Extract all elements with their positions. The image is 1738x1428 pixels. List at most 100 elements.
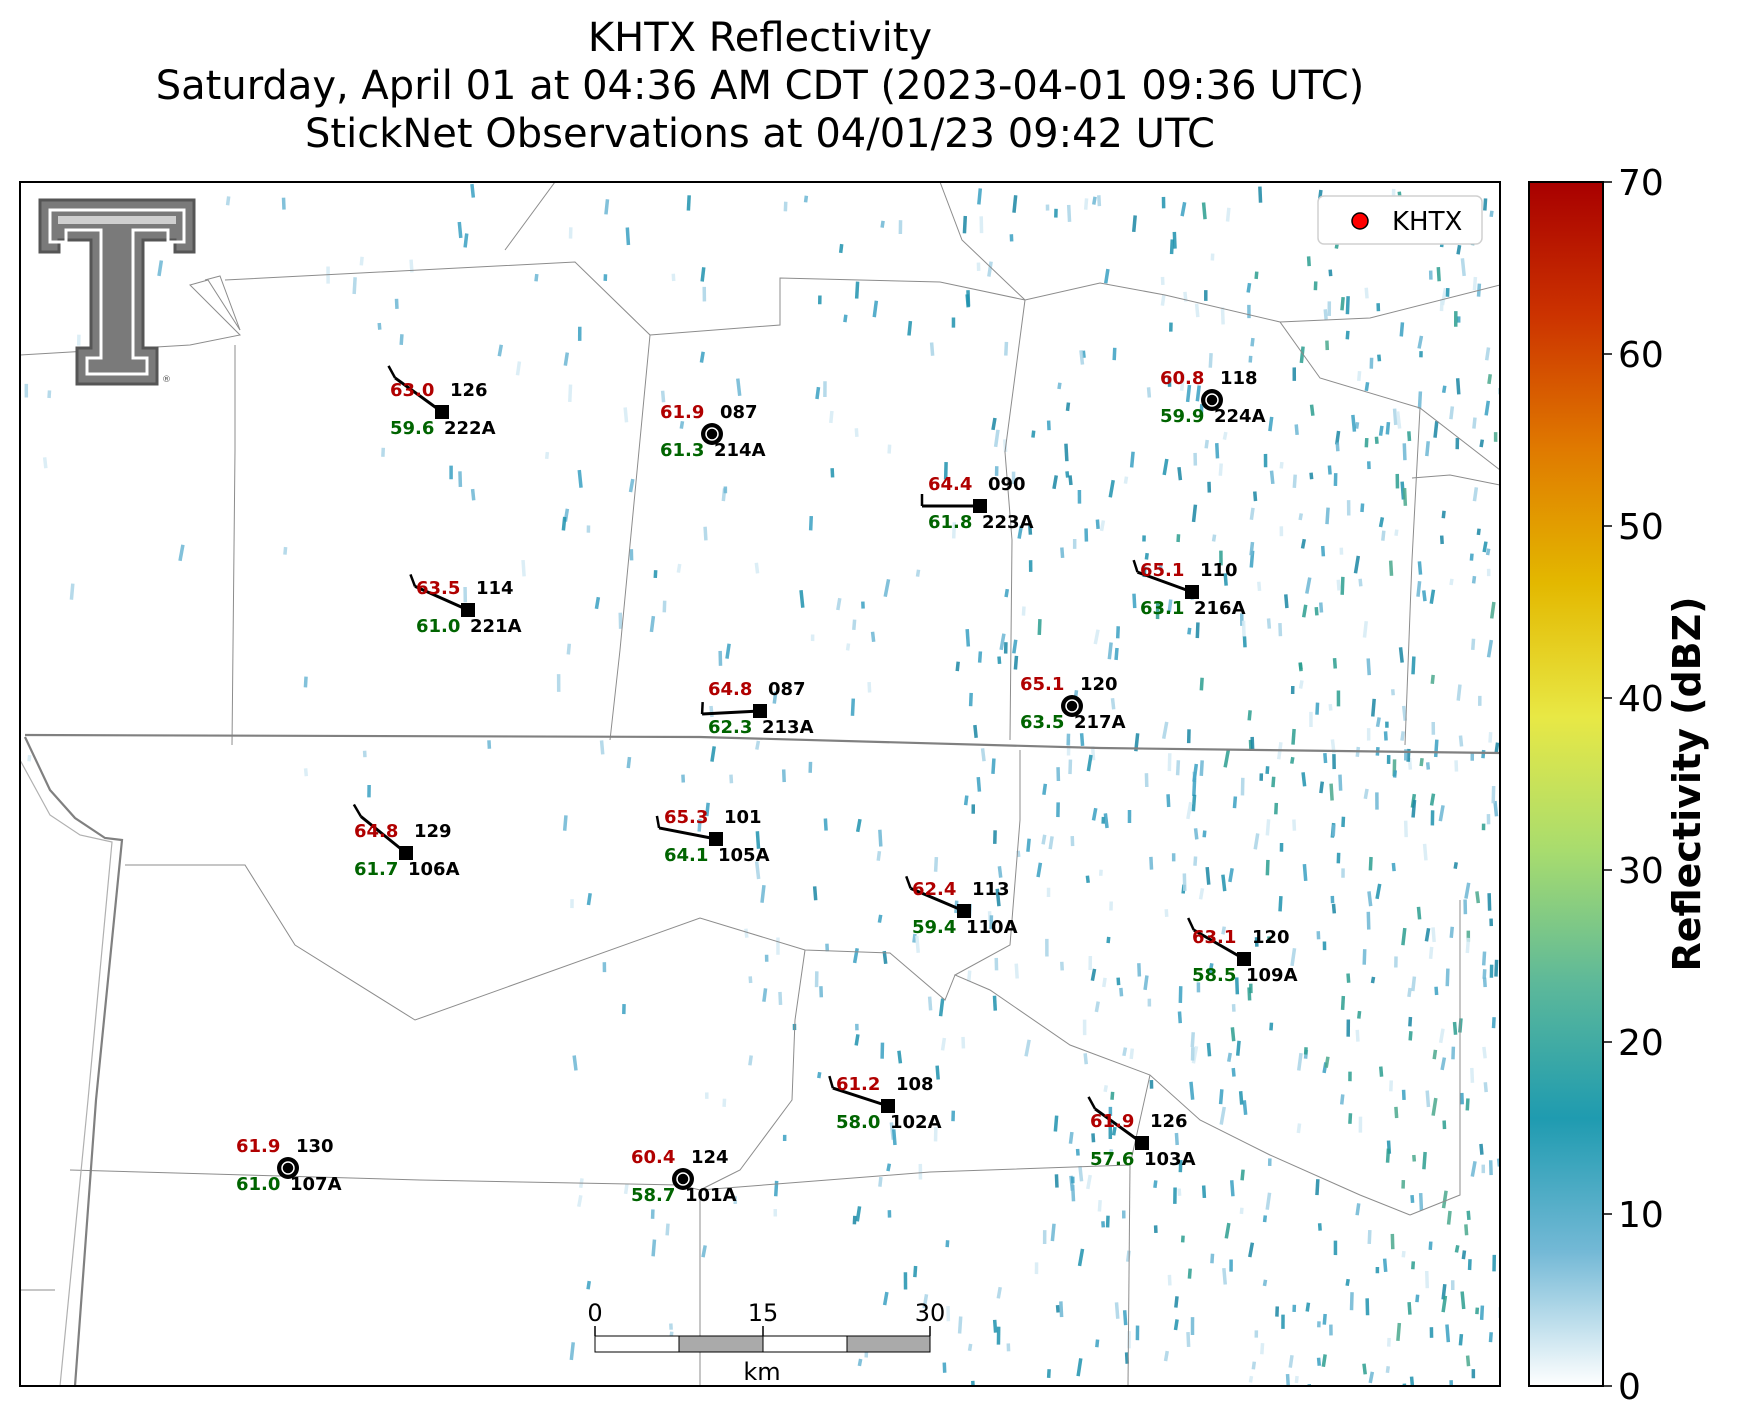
station-dewpoint: 61.7 (354, 859, 398, 880)
state-boundaries (20, 733, 1500, 1386)
station-temperature: 63.5 (416, 578, 460, 599)
calm-wind-marker (1061, 695, 1083, 717)
station-214A: 61.9 087 61.3 214A (660, 402, 766, 461)
county-line (1279, 284, 1500, 323)
county-line (125, 864, 956, 1021)
calm-wind-ring (1065, 699, 1079, 713)
station-dewpoint: 64.1 (664, 845, 708, 866)
calm-wind-ring (676, 1172, 690, 1186)
station-temperature: 61.9 (236, 1136, 280, 1157)
wind-barb-flag (655, 815, 661, 829)
station-temperature: 64.4 (928, 474, 972, 495)
station-105A: 65.3 101 64.1 105A (655, 807, 770, 866)
station-temperature: 60.4 (631, 1147, 675, 1168)
state-line-west (24, 736, 124, 1386)
station-id: 224A (1214, 406, 1266, 427)
station-temperature: 62.4 (912, 879, 956, 900)
station-id: 214A (714, 440, 766, 461)
wind-barb-flag (352, 803, 363, 818)
khtx-marker-icon (1351, 212, 1369, 230)
station-wind-direction: 090 (988, 474, 1026, 495)
wind-barb-flag (1087, 1096, 1097, 1110)
station-wind-direction: 130 (296, 1136, 334, 1157)
station-marker (709, 832, 723, 846)
station-id: 106A (408, 859, 460, 880)
station-dewpoint: 61.0 (236, 1174, 280, 1195)
wind-barb-staff (414, 585, 469, 612)
double-t-highlight (58, 216, 176, 224)
scale-bar: 0 15 30 km (587, 1299, 945, 1386)
scale-segment-2 (678, 1335, 764, 1353)
wind-barb-flag (828, 1075, 835, 1089)
calm-wind-ring (1205, 393, 1219, 407)
station-102A: 61.2 108 58.0 102A (828, 1074, 942, 1133)
station-dewpoint: 61.3 (660, 440, 704, 461)
state-line-tn-al (24, 733, 1500, 755)
station-temperature: 60.8 (1160, 368, 1204, 389)
title-datetime: Saturday, April 01 at 04:36 AM CDT (2023… (155, 63, 1365, 109)
station-wind-direction: 110 (1200, 560, 1238, 581)
station-id: 222A (444, 418, 496, 439)
station-temperature: 63.1 (1192, 927, 1236, 948)
station-temperature: 64.8 (708, 679, 752, 700)
map-legend: KHTX (1317, 195, 1483, 245)
county-line (699, 949, 806, 1191)
station-temperature: 64.8 (354, 821, 398, 842)
county-boundaries (20, 182, 1500, 1386)
station-id: 105A (718, 845, 770, 866)
scale-segment-1 (594, 1335, 680, 1353)
station-marker (461, 603, 475, 617)
station-dewpoint: 63.1 (1140, 598, 1184, 619)
scale-segment-3 (762, 1335, 848, 1353)
station-id: 103A (1144, 1149, 1196, 1170)
station-marker (1237, 952, 1251, 966)
wind-barb-flag (1132, 559, 1139, 573)
scale-segment-4 (846, 1335, 931, 1353)
station-dewpoint: 61.8 (928, 512, 972, 533)
station-dewpoint: 58.7 (631, 1185, 675, 1206)
sticknet-stations: 63.0 126 59.6 222A 61.9 087 61.3 214A 60.8 118 59.… (236, 365, 1298, 1206)
station-temperature: 61.9 (1090, 1111, 1134, 1132)
wind-barb-staff (910, 886, 965, 913)
wind-barb-flag (700, 701, 704, 715)
station-101A: 60.4 124 58.7 101A (631, 1147, 737, 1206)
county-line (20, 279, 242, 356)
county-line (649, 277, 1500, 471)
wind-barb-staff (1136, 570, 1193, 594)
wind-barb-staff (359, 815, 407, 855)
county-line (1411, 474, 1500, 486)
wind-barb-staff (1094, 1107, 1143, 1145)
station-id: 107A (290, 1174, 342, 1195)
station-id: 109A (1246, 965, 1298, 986)
station-marker (1185, 585, 1199, 599)
station-wind-direction: 124 (691, 1147, 729, 1168)
station-216A: 65.1 110 63.1 216A (1132, 559, 1246, 619)
station-dewpoint: 57.6 (1090, 1149, 1134, 1170)
station-106A: 64.8 129 61.7 106A (352, 803, 460, 880)
logo-registered-mark: ® (162, 375, 171, 385)
station-id: 221A (470, 616, 522, 637)
station-temperature: 63.0 (390, 380, 434, 401)
county-line (953, 750, 1411, 1216)
wind-barb-flag (905, 875, 912, 889)
station-222A: 63.0 126 59.6 222A (387, 365, 496, 439)
station-id: 110A (966, 917, 1018, 938)
station-dewpoint: 59.4 (912, 917, 956, 938)
map-background (20, 182, 1500, 1386)
station-marker (753, 704, 767, 718)
station-wind-direction: 120 (1080, 674, 1118, 695)
station-wind-direction: 126 (1150, 1111, 1188, 1132)
calm-wind-marker (701, 423, 723, 445)
station-temperature: 61.9 (660, 402, 704, 423)
county-line (1404, 407, 1421, 746)
station-wind-direction: 113 (972, 879, 1010, 900)
wind-barb-staff (702, 709, 761, 716)
station-wind-direction: 114 (476, 578, 514, 599)
scale-unit-label: km (743, 1358, 780, 1386)
river-boundary (20, 759, 113, 1386)
station-109A: 63.1 120 58.5 109A (1187, 917, 1298, 986)
legend-box (1317, 195, 1483, 245)
station-213A: 64.8 087 62.3 213A (700, 679, 814, 738)
reflectivity-field (24, 183, 1500, 1386)
